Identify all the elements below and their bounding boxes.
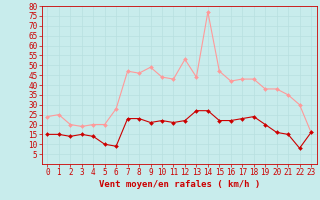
X-axis label: Vent moyen/en rafales ( km/h ): Vent moyen/en rafales ( km/h )	[99, 180, 260, 189]
